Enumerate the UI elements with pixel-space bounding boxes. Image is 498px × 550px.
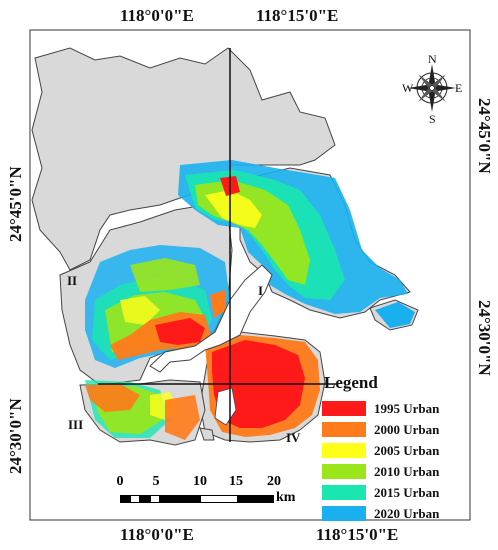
legend-title: Legend <box>324 373 378 392</box>
legend-item: 1995 Urban <box>322 398 488 419</box>
coord-right-upper: 24°45'0"N <box>475 98 494 174</box>
legend-swatch <box>322 422 366 437</box>
compass-west-label: W <box>402 81 414 95</box>
scale-bar: 0 5 10 15 20 km <box>116 474 316 514</box>
scale-tick: 0 <box>116 474 124 489</box>
coord-bottom-right: 118°15'0"E <box>316 525 399 544</box>
legend-swatch <box>322 485 366 500</box>
scale-unit: km <box>276 490 296 505</box>
legend-item: 2015 Urban <box>322 482 488 503</box>
legend-item: 2000 Urban <box>322 419 488 440</box>
urban-2005 <box>120 190 262 420</box>
legend-item: 2010 Urban <box>322 461 488 482</box>
legend: Legend 1995 Urban 2000 Urban 2005 Urban 201… <box>322 373 488 524</box>
legend-label: 1995 Urban <box>374 400 440 416</box>
legend-swatch <box>322 464 366 479</box>
scale-segment <box>200 495 238 503</box>
legend-label: 2015 Urban <box>374 484 440 500</box>
compass-north-label: N <box>428 52 437 66</box>
coord-left-lower: 24°30'0"N <box>6 398 25 474</box>
coord-right-lower: 24°30'0"N <box>475 300 494 376</box>
scale-segment <box>120 495 130 503</box>
legend-item: 2020 Urban <box>322 503 488 524</box>
compass-icon <box>408 64 456 112</box>
scale-segment <box>130 495 140 503</box>
coord-top-right: 118°15'0"E <box>256 6 339 25</box>
scale-tick: 5 <box>152 474 160 489</box>
legend-label: 2010 Urban <box>374 463 440 479</box>
compass-east-label: E <box>455 81 463 95</box>
scale-segment <box>160 495 200 503</box>
legend-swatch <box>322 506 366 521</box>
legend-swatch <box>322 401 366 416</box>
scale-segment <box>238 495 274 503</box>
legend-label: 2020 Urban <box>374 505 440 521</box>
scale-tick: 20 <box>267 474 281 489</box>
scale-segment <box>140 495 150 503</box>
coord-bottom-left: 118°0'0"E <box>120 525 194 544</box>
scale-tick: 15 <box>229 474 243 489</box>
legend-label: 2000 Urban <box>374 421 440 437</box>
scale-tick: 10 <box>193 474 207 489</box>
compass-south-label: S <box>429 112 436 126</box>
zone-label-i: I <box>258 283 264 298</box>
zone-label-iv: IV <box>286 430 301 445</box>
coord-top-left: 118°0'0"E <box>120 6 194 25</box>
legend-item: 2005 Urban <box>322 440 488 461</box>
coord-left-upper: 24°45'0"N <box>6 166 25 242</box>
zone-label-ii: II <box>67 273 78 288</box>
bay-water <box>149 264 273 373</box>
zone-label-iii: III <box>68 417 84 432</box>
legend-label: 2005 Urban <box>374 442 440 458</box>
legend-swatch <box>322 443 366 458</box>
scale-segment <box>150 495 160 503</box>
legend-items: 1995 Urban 2000 Urban 2005 Urban 2010 Urban… <box>322 398 488 524</box>
